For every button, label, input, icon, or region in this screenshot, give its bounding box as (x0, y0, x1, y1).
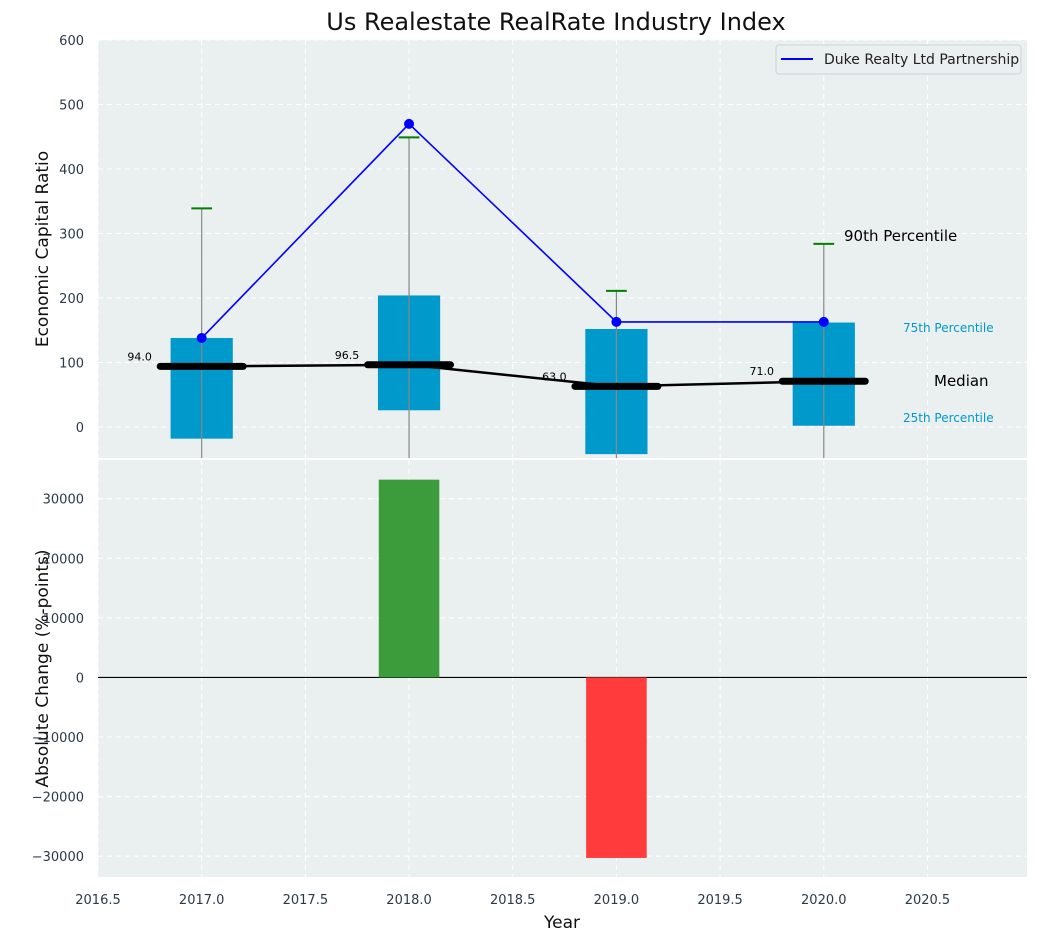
legend-box (775, 44, 1022, 75)
x-axis-label: Year (543, 913, 580, 933)
top-y-tick-label: 100 (59, 357, 84, 372)
x-tick-label: 2020.0 (801, 893, 847, 908)
median-line (201, 363, 824, 388)
annotation-25th-percentile: 25th Percentile (903, 411, 994, 425)
x-tick-label: 2018.0 (386, 893, 432, 908)
legend-label: Duke Realty Ltd Partnership (824, 52, 1019, 68)
median-value-label-2018: 96.5 (335, 349, 360, 362)
x-tick-label: 2017.0 (179, 893, 225, 908)
x-tick-label: 2018.5 (490, 893, 536, 908)
x-tick-label: 2017.5 (283, 893, 329, 908)
top-y-axis-label: Economic Capital Ratio (33, 151, 53, 347)
bottom-y-tick-label: 30000 (43, 493, 84, 508)
x-tick-label: 2020.5 (905, 893, 951, 908)
bottom-y-tick-labels: −30000 −20000 −10000 0 10000 20000 30000 (32, 493, 84, 865)
top-y-tick-label: 300 (59, 228, 84, 243)
bottom-panel-background (98, 460, 1027, 877)
series-point-2017 (196, 333, 207, 344)
x-tick-label: 2019.5 (697, 893, 743, 908)
legend: Duke Realty Ltd Partnership (775, 44, 1022, 75)
annotation-median: Median (934, 372, 989, 390)
x-tick-label: 2016.5 (75, 893, 121, 908)
median-value-label-2017: 94.0 (127, 350, 152, 363)
chart-title: Us Realestate RealRate Industry Index (326, 8, 785, 36)
x-tick-labels: 2016.5 2017.0 2017.5 2018.0 2018.5 2019.0 2019… (75, 893, 950, 908)
series-line (201, 122, 824, 339)
top-y-tick-label: 600 (59, 34, 84, 49)
bottom-y-tick-label: 0 (76, 671, 84, 686)
series-point-2020 (818, 316, 829, 327)
bottom-y-axis-label: Absolute Change (%-points) (33, 550, 53, 788)
bottom-marks (98, 479, 1027, 858)
median-value-label-2020: 71.0 (750, 365, 775, 378)
top-panel-background (98, 40, 1027, 458)
bottom-y-tick-label: −30000 (32, 850, 84, 865)
change-bar-2019 (586, 677, 647, 858)
annotation-90th-percentile: 90th Percentile (844, 227, 957, 245)
bottom-y-tick-label: 10000 (43, 612, 84, 627)
bottom-panel: −30000 −20000 −10000 0 10000 20000 30000 Absol… (32, 460, 1027, 877)
bottom-y-tick-label: 20000 (43, 552, 84, 567)
top-marks: 94.0 96.5 63.0 71.0 (127, 118, 869, 458)
top-y-tick-label: 200 (59, 292, 84, 307)
bottom-y-tick-label: −20000 (32, 791, 84, 806)
x-tick-label: 2019.0 (594, 893, 640, 908)
median-value-label-2019: 63.0 (542, 370, 567, 383)
top-y-tick-labels: 0 100 200 300 400 500 600 (59, 34, 84, 436)
change-bar-2018 (378, 479, 440, 678)
series-point-2019 (611, 316, 622, 327)
top-y-tick-label: 500 (59, 99, 84, 114)
top-y-tick-label: 0 (76, 421, 84, 436)
top-panel: 94.0 96.5 63.0 71.0 0 100 200 300 400 500 600 Eco… (33, 34, 1027, 458)
top-y-tick-label: 400 (59, 163, 84, 178)
bottom-y-tick-label: −10000 (32, 731, 84, 746)
series-point-2018 (404, 118, 415, 129)
annotation-75th-percentile: 75th Percentile (903, 321, 994, 335)
